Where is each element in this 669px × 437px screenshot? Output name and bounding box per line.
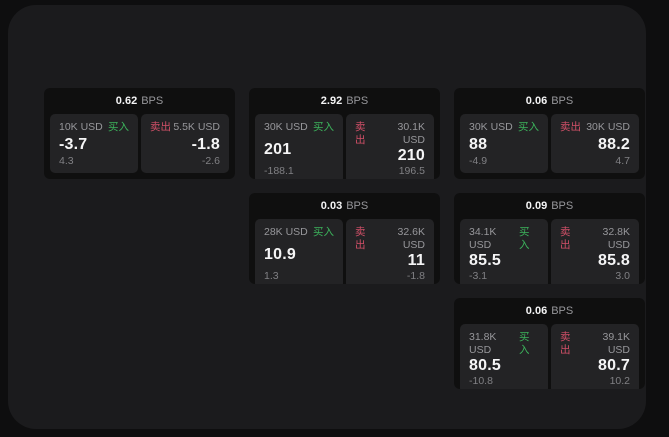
bps-spread-header: 0.06 BPS bbox=[454, 88, 645, 114]
sell-side-label: 卖出 bbox=[355, 121, 366, 146]
bps-unit-label: BPS bbox=[346, 95, 369, 107]
sell-price: 85.8 bbox=[598, 252, 630, 269]
buy-quote-tile[interactable]: 31.8K USD 买入 80.5 -10.8 bbox=[460, 324, 548, 389]
buy-quote-tile[interactable]: 30K USD 买入 88 -4.9 bbox=[460, 114, 548, 173]
quote-card: 0.62 BPS 10K USD 买入 -3.7 4.3 卖出 5.5K USD… bbox=[44, 88, 235, 179]
sell-price: 11 bbox=[407, 252, 425, 269]
sell-quote-tile[interactable]: 卖出 32.8K USD 85.8 3.0 bbox=[551, 219, 639, 284]
sell-delta: 3.0 bbox=[615, 270, 630, 282]
bps-spread-header: 0.62 BPS bbox=[44, 88, 235, 114]
quote-card: 0.03 BPS 28K USD 买入 10.9 1.3 卖出 32.6K US… bbox=[249, 193, 440, 284]
sell-side-label: 卖出 bbox=[150, 121, 171, 133]
buy-delta: 4.3 bbox=[59, 155, 74, 167]
buy-side-label: 买入 bbox=[518, 121, 539, 133]
sell-quote-tile[interactable]: 卖出 32.6K USD 11 -1.8 bbox=[346, 219, 434, 284]
buy-price: -3.7 bbox=[59, 135, 88, 153]
sell-price: 210 bbox=[397, 147, 425, 164]
bps-value: 0.09 bbox=[525, 200, 548, 212]
buy-price: 10.9 bbox=[264, 245, 296, 263]
buy-price: 88 bbox=[469, 135, 488, 153]
buy-quote-tile[interactable]: 10K USD 买入 -3.7 4.3 bbox=[50, 114, 138, 173]
bps-value: 0.06 bbox=[525, 95, 548, 107]
bps-unit-label: BPS bbox=[141, 95, 164, 107]
buy-amount: 28K USD bbox=[264, 226, 308, 238]
quote-card: 0.09 BPS 34.1K USD 买入 85.5 -3.1 卖出 32.8K… bbox=[454, 193, 645, 284]
sell-amount: 32.8K USD bbox=[602, 226, 630, 251]
buy-delta: 1.3 bbox=[264, 270, 279, 282]
bps-unit-label: BPS bbox=[551, 305, 574, 317]
quote-tiles: 30K USD 买入 88 -4.9 卖出 30K USD 88.2 4.7 bbox=[454, 114, 645, 179]
sell-amount: 30.1K USD bbox=[397, 121, 425, 146]
sell-price: 88.2 bbox=[598, 135, 630, 153]
bps-value: 0.62 bbox=[115, 95, 138, 107]
quote-tiles: 30K USD 买入 201 -188.1 卖出 30.1K USD 210 1… bbox=[249, 114, 440, 179]
sell-amount: 32.6K USD bbox=[397, 226, 425, 251]
sell-delta: 196.5 bbox=[398, 165, 425, 177]
bps-unit-label: BPS bbox=[346, 200, 369, 212]
sell-delta: -2.6 bbox=[201, 155, 220, 167]
bps-spread-header: 0.09 BPS bbox=[454, 193, 645, 219]
buy-price: 80.5 bbox=[469, 357, 501, 374]
quote-tiles: 34.1K USD 买入 85.5 -3.1 卖出 32.8K USD 85.8… bbox=[454, 219, 645, 284]
buy-amount: 30K USD bbox=[469, 121, 513, 133]
sell-side-label: 卖出 bbox=[560, 226, 571, 251]
quote-tiles: 31.8K USD 买入 80.5 -10.8 卖出 39.1K USD 80.… bbox=[454, 324, 645, 389]
sell-side-label: 卖出 bbox=[355, 226, 366, 251]
sell-quote-tile[interactable]: 卖出 30K USD 88.2 4.7 bbox=[551, 114, 639, 173]
bps-spread-header: 0.06 BPS bbox=[454, 298, 645, 324]
quote-card: 2.92 BPS 30K USD 买入 201 -188.1 卖出 30.1K … bbox=[249, 88, 440, 179]
buy-quote-tile[interactable]: 30K USD 买入 201 -188.1 bbox=[255, 114, 343, 179]
bps-unit-label: BPS bbox=[551, 200, 574, 212]
sell-amount: 39.1K USD bbox=[602, 331, 630, 356]
sell-side-label: 卖出 bbox=[560, 331, 571, 356]
buy-side-label: 买入 bbox=[519, 331, 530, 356]
buy-side-label: 买入 bbox=[313, 121, 334, 133]
bps-spread-header: 0.03 BPS bbox=[249, 193, 440, 219]
bps-value: 0.06 bbox=[525, 305, 548, 317]
buy-amount: 10K USD bbox=[59, 121, 103, 133]
buy-amount: 31.8K USD bbox=[469, 331, 497, 356]
bps-spread-header: 2.92 BPS bbox=[249, 88, 440, 114]
app-window: 0.62 BPS 10K USD 买入 -3.7 4.3 卖出 5.5K USD… bbox=[8, 5, 646, 429]
buy-quote-tile[interactable]: 28K USD 买入 10.9 1.3 bbox=[255, 219, 343, 284]
buy-side-label: 买入 bbox=[313, 226, 334, 238]
bps-value: 2.92 bbox=[320, 95, 343, 107]
buy-amount: 30K USD bbox=[264, 121, 308, 133]
buy-side-label: 买入 bbox=[519, 226, 530, 251]
sell-delta: 4.7 bbox=[615, 155, 630, 167]
buy-delta: -3.1 bbox=[469, 270, 488, 282]
quote-card: 0.06 BPS 30K USD 买入 88 -4.9 卖出 30K USD 8… bbox=[454, 88, 645, 179]
quote-tiles: 10K USD 买入 -3.7 4.3 卖出 5.5K USD -1.8 -2.… bbox=[44, 114, 235, 179]
quote-tiles: 28K USD 买入 10.9 1.3 卖出 32.6K USD 11 -1.8 bbox=[249, 219, 440, 284]
buy-amount: 34.1K USD bbox=[469, 226, 497, 251]
sell-quote-tile[interactable]: 卖出 5.5K USD -1.8 -2.6 bbox=[141, 114, 229, 173]
sell-delta: 10.2 bbox=[609, 375, 630, 387]
buy-delta: -188.1 bbox=[264, 165, 294, 177]
sell-amount: 30K USD bbox=[586, 121, 630, 133]
quote-card: 0.06 BPS 31.8K USD 买入 80.5 -10.8 卖出 39.1… bbox=[454, 298, 645, 389]
buy-delta: -10.8 bbox=[469, 375, 493, 387]
buy-side-label: 买入 bbox=[108, 121, 129, 133]
sell-quote-tile[interactable]: 卖出 39.1K USD 80.7 10.2 bbox=[551, 324, 639, 389]
buy-quote-tile[interactable]: 34.1K USD 买入 85.5 -3.1 bbox=[460, 219, 548, 284]
buy-price: 201 bbox=[264, 140, 292, 158]
bps-unit-label: BPS bbox=[551, 95, 574, 107]
sell-delta: -1.8 bbox=[406, 270, 425, 282]
bps-value: 0.03 bbox=[320, 200, 343, 212]
sell-price: 80.7 bbox=[598, 357, 630, 374]
sell-side-label: 卖出 bbox=[560, 121, 581, 133]
quote-cards-grid: 0.62 BPS 10K USD 买入 -3.7 4.3 卖出 5.5K USD… bbox=[44, 88, 645, 389]
sell-quote-tile[interactable]: 卖出 30.1K USD 210 196.5 bbox=[346, 114, 434, 179]
sell-price: -1.8 bbox=[191, 135, 220, 153]
buy-delta: -4.9 bbox=[469, 155, 488, 167]
buy-price: 85.5 bbox=[469, 252, 501, 269]
sell-amount: 5.5K USD bbox=[173, 121, 220, 133]
